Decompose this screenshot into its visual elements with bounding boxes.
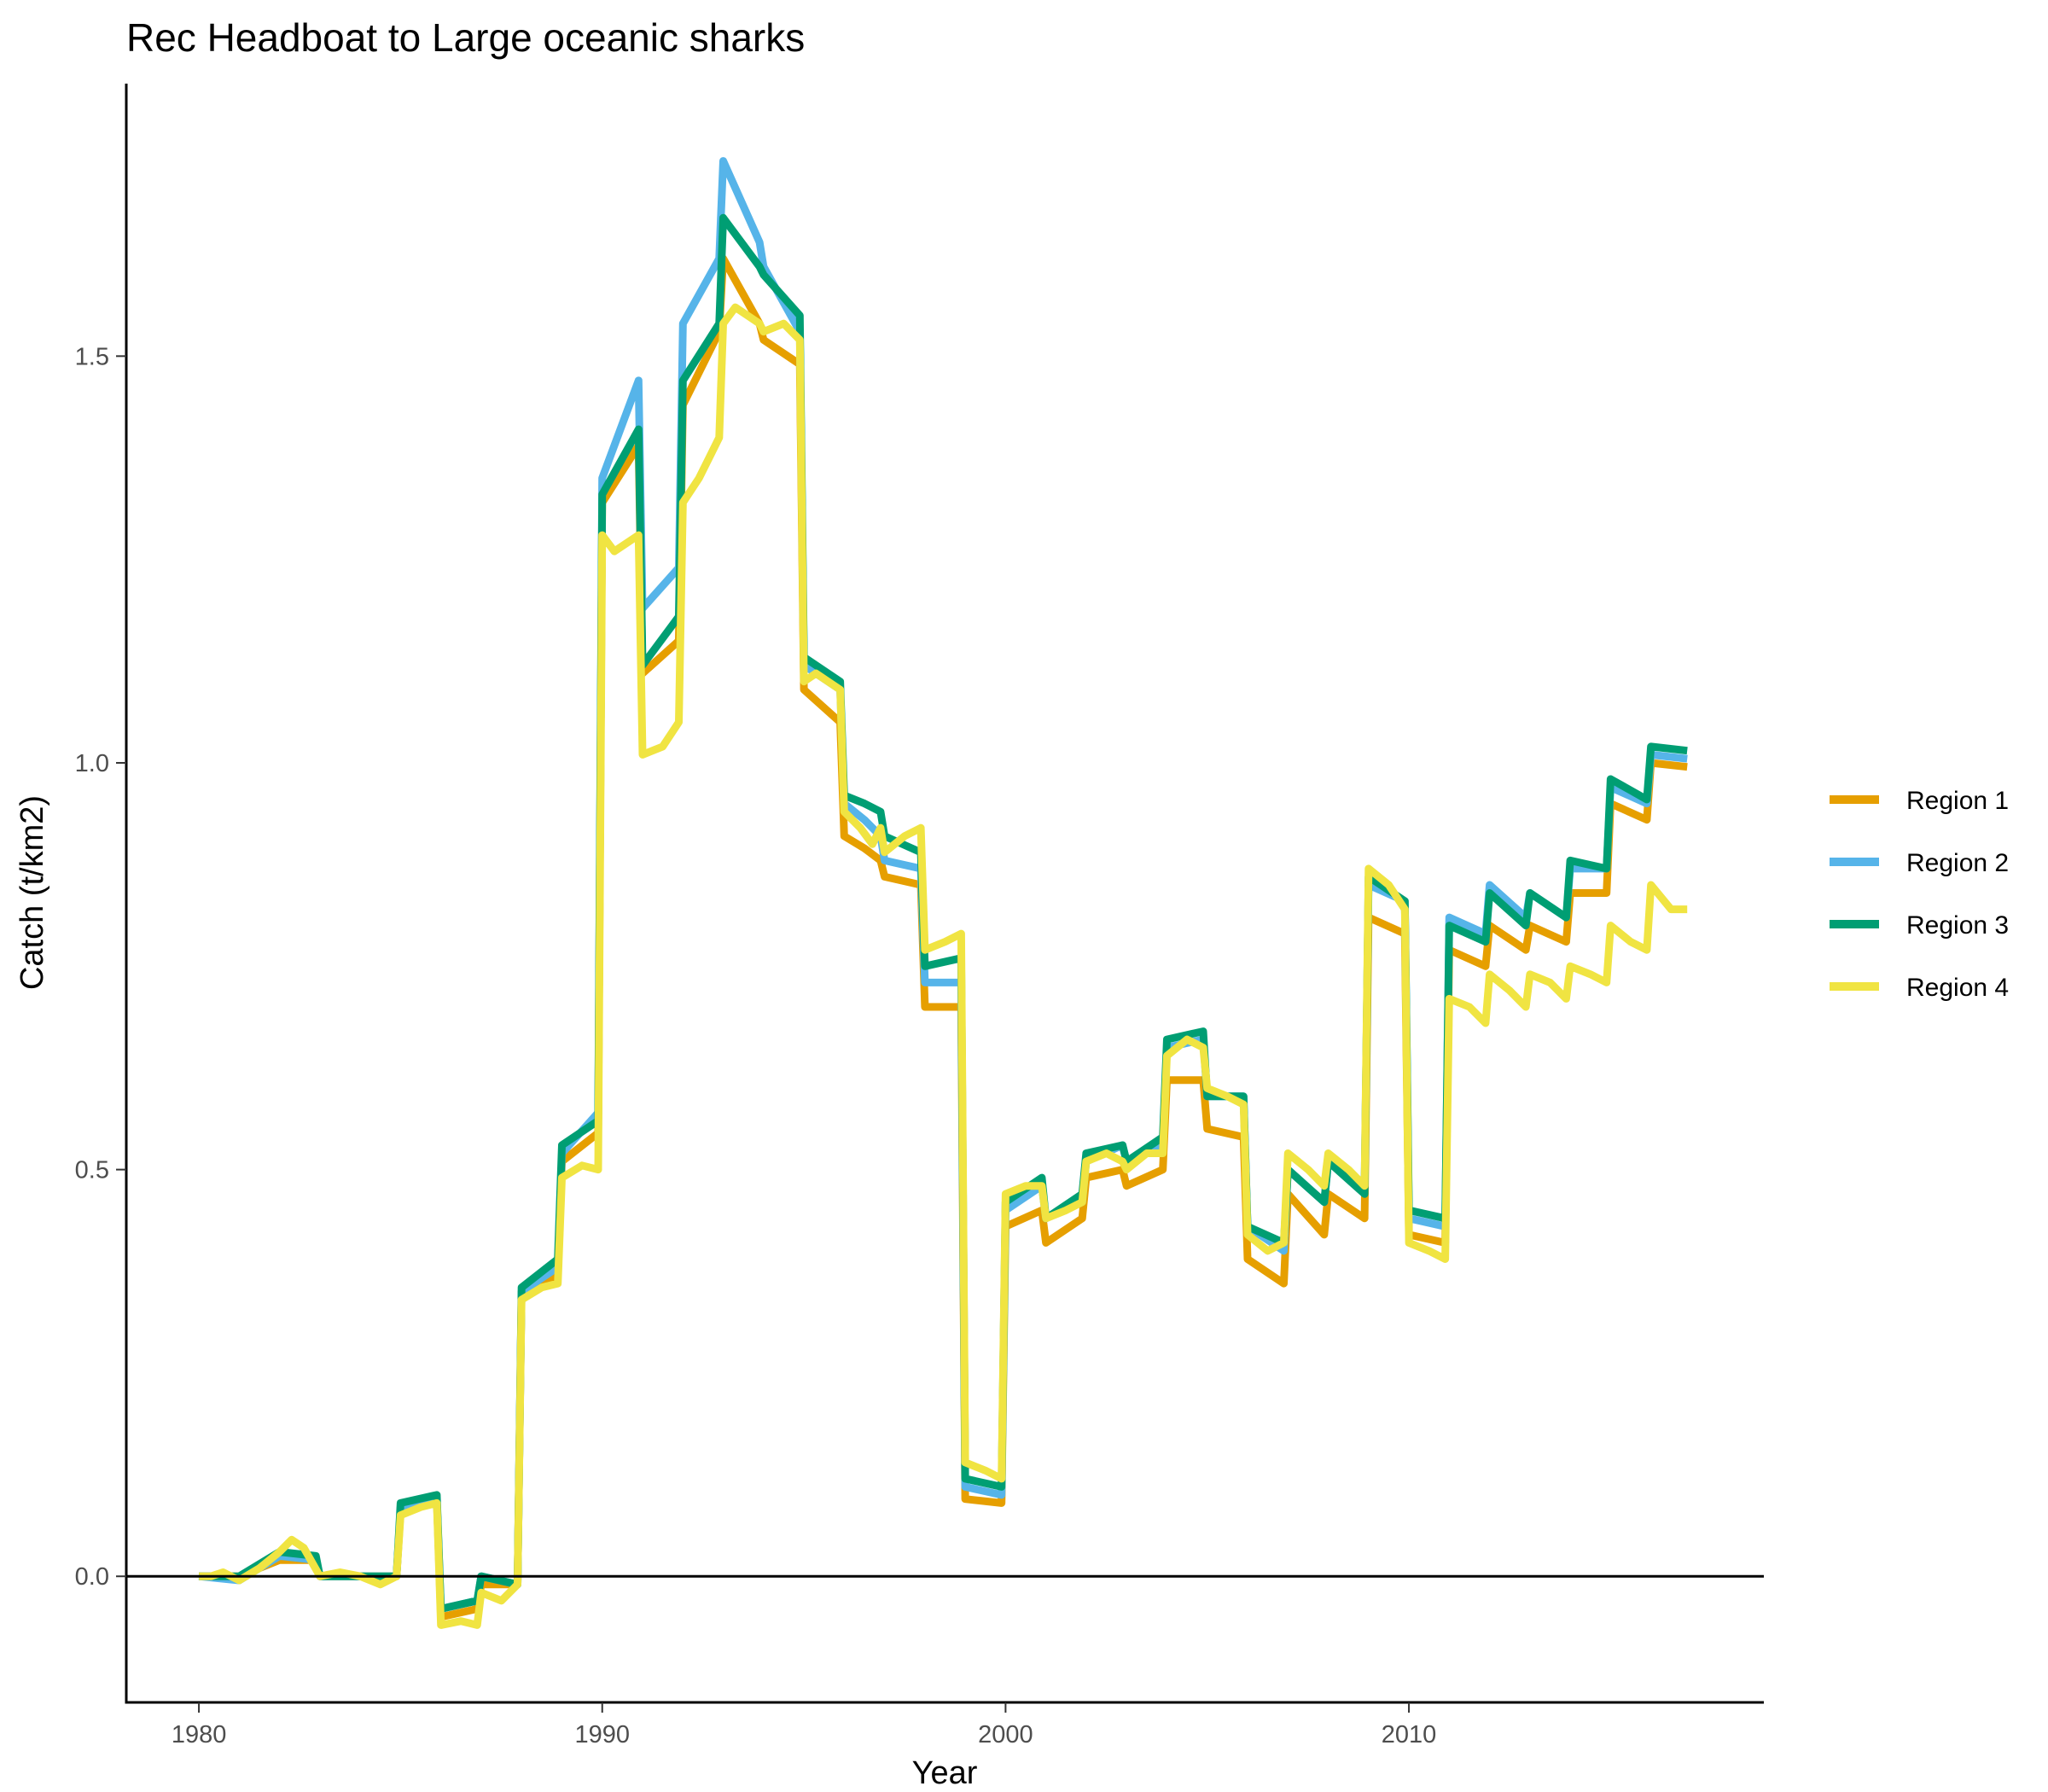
legend-label-region-3: Region 3 xyxy=(1906,911,2009,940)
legend-label-region-2: Region 2 xyxy=(1906,849,2009,877)
series-line-region-4 xyxy=(199,303,1688,1629)
y-axis-title: Catch (t/km2) xyxy=(15,795,50,990)
legend: Region 1 Region 2 Region 3 Region 4 xyxy=(1830,787,2009,1002)
legend-label-region-4: Region 4 xyxy=(1906,974,2009,1002)
y-tick-label: 0.0 xyxy=(75,1563,109,1591)
y-tick-label: 1.0 xyxy=(75,750,109,777)
y-tick-label: 0.5 xyxy=(75,1157,109,1184)
x-tick-label: 2000 xyxy=(978,1721,1033,1748)
series-line-region-1 xyxy=(199,254,1688,1621)
y-tick-label: 1.5 xyxy=(75,343,109,370)
x-tick-label: 1990 xyxy=(574,1721,630,1748)
series-line-region-2 xyxy=(198,157,1688,1613)
axis-ticks: 1980 1990 2000 2010 0.0 0.5 1.0 1.5 xyxy=(75,343,1437,1748)
x-axis-title: Year xyxy=(912,1755,978,1791)
plot-area xyxy=(198,157,1688,1629)
legend-label-region-1: Region 1 xyxy=(1906,787,2009,815)
series-line-region-3 xyxy=(199,213,1688,1613)
chart-title: Rec Headboat to Large oceanic sharks xyxy=(126,15,805,60)
x-tick-label: 2010 xyxy=(1382,1721,1437,1748)
x-tick-label: 1980 xyxy=(172,1721,227,1748)
